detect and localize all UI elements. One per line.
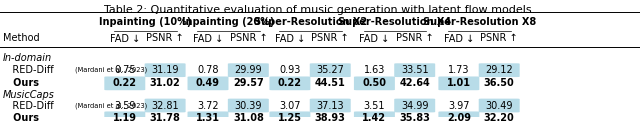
FancyBboxPatch shape [479,99,520,112]
Text: 0.93: 0.93 [279,65,301,75]
Text: RED-Diff: RED-Diff [3,65,54,75]
Text: 3.72: 3.72 [197,100,219,110]
Text: 1.01: 1.01 [447,78,471,88]
Text: In-domain: In-domain [3,53,52,63]
Text: Super-Resolution X8: Super-Resolution X8 [423,17,536,27]
Text: 1.42: 1.42 [362,113,387,123]
FancyBboxPatch shape [310,99,351,112]
FancyBboxPatch shape [228,63,269,77]
Text: Inpainting (10%): Inpainting (10%) [99,17,191,27]
FancyBboxPatch shape [269,77,310,90]
Text: 36.50: 36.50 [484,78,515,88]
FancyBboxPatch shape [104,111,145,123]
FancyBboxPatch shape [145,99,186,112]
Text: Ours: Ours [3,78,39,88]
FancyBboxPatch shape [188,77,228,90]
Text: 29.12: 29.12 [485,65,513,75]
Text: 1.19: 1.19 [113,113,137,123]
Text: 1.73: 1.73 [448,65,470,75]
Text: 44.51: 44.51 [315,78,346,88]
Text: 0.75: 0.75 [114,65,136,75]
FancyBboxPatch shape [394,99,435,112]
Text: 35.27: 35.27 [316,65,344,75]
Text: 34.99: 34.99 [401,100,428,110]
Text: 32.20: 32.20 [484,113,515,123]
Text: 29.57: 29.57 [233,78,264,88]
Text: 0.22: 0.22 [113,78,137,88]
Text: 42.64: 42.64 [399,78,430,88]
Text: 31.78: 31.78 [150,113,180,123]
FancyBboxPatch shape [228,99,269,112]
Text: 2.09: 2.09 [447,113,471,123]
FancyBboxPatch shape [438,111,479,123]
FancyBboxPatch shape [188,111,228,123]
Text: FAD ↓: FAD ↓ [444,33,474,43]
Text: 33.51: 33.51 [401,65,429,75]
FancyBboxPatch shape [479,63,520,77]
Text: 1.25: 1.25 [278,113,302,123]
Text: PSNR ↑: PSNR ↑ [230,33,267,43]
Text: 31.19: 31.19 [152,65,179,75]
Text: 0.49: 0.49 [196,78,220,88]
Text: Table 2: Quantitative evaluation of music generation with latent flow models.: Table 2: Quantitative evaluation of musi… [104,5,536,15]
FancyBboxPatch shape [394,63,435,77]
Text: 3.97: 3.97 [448,100,470,110]
FancyBboxPatch shape [104,77,145,90]
Text: 30.49: 30.49 [486,100,513,110]
Text: 1.63: 1.63 [364,65,385,75]
Text: 1.31: 1.31 [196,113,220,123]
Text: 31.08: 31.08 [233,113,264,123]
Text: 0.22: 0.22 [278,78,302,88]
Text: Ours: Ours [3,113,39,123]
Text: Super-Resolution X2: Super-Resolution X2 [254,17,367,27]
Text: 3.59: 3.59 [114,100,136,110]
Text: 32.81: 32.81 [151,100,179,110]
FancyBboxPatch shape [310,63,351,77]
Text: PSNR ↑: PSNR ↑ [481,33,518,43]
Text: 3.07: 3.07 [279,100,301,110]
FancyBboxPatch shape [354,111,395,123]
Text: 38.93: 38.93 [315,113,346,123]
Text: FAD ↓: FAD ↓ [359,33,390,43]
FancyBboxPatch shape [145,63,186,77]
Text: PSNR ↑: PSNR ↑ [312,33,349,43]
Text: FAD ↓: FAD ↓ [275,33,305,43]
Text: FAD ↓: FAD ↓ [109,33,140,43]
Text: 35.83: 35.83 [399,113,430,123]
Text: MusicCaps: MusicCaps [3,90,55,100]
FancyBboxPatch shape [269,111,310,123]
Text: 0.78: 0.78 [197,65,219,75]
Text: FAD ↓: FAD ↓ [193,33,223,43]
FancyBboxPatch shape [438,77,479,90]
Text: 37.13: 37.13 [316,100,344,110]
Text: (Mardani et al., 2023): (Mardani et al., 2023) [75,67,147,73]
Text: 0.50: 0.50 [362,78,387,88]
Text: 3.51: 3.51 [364,100,385,110]
Text: Super-Resolution X4: Super-Resolution X4 [339,17,451,27]
FancyBboxPatch shape [354,77,395,90]
Text: (Mardani et al., 2023): (Mardani et al., 2023) [75,102,147,109]
Text: Method: Method [3,33,40,43]
Text: Inpainting (20%): Inpainting (20%) [182,17,275,27]
Text: 31.02: 31.02 [150,78,180,88]
Text: PSNR ↑: PSNR ↑ [396,33,433,43]
Text: PSNR ↑: PSNR ↑ [147,33,184,43]
Text: RED-Diff: RED-Diff [3,100,54,110]
Text: 30.39: 30.39 [235,100,262,110]
Text: 29.99: 29.99 [234,65,262,75]
